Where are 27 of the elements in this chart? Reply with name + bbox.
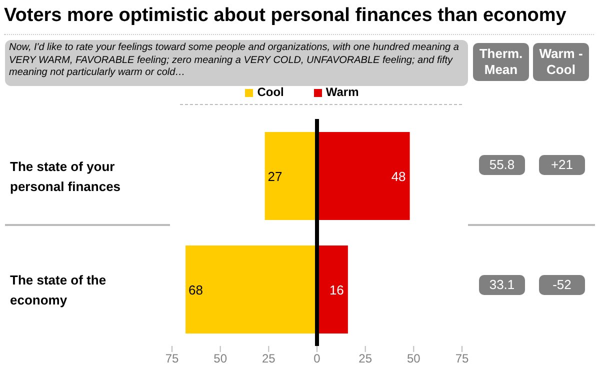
bar: [317, 132, 410, 220]
x-tick-label: 25: [262, 352, 276, 366]
text: 33.1: [479, 275, 525, 295]
text: Warm - Cool: [533, 43, 589, 81]
data-label: 68: [188, 282, 203, 298]
legend-label: Warm: [326, 85, 359, 99]
legend-label: Cool: [257, 85, 284, 99]
text: +21: [539, 155, 585, 175]
text: -52: [539, 275, 585, 295]
data-label: 16: [329, 282, 344, 298]
y-tick-label: The state of your personal finances: [10, 158, 121, 194]
x-tick-label: 50: [406, 352, 421, 366]
x-tick-label: 75: [165, 352, 179, 366]
chart-title: Voters more optimistic about personal finances than economy: [4, 5, 566, 27]
x-tick-label: 75: [455, 352, 469, 366]
x-tick-label: 25: [358, 352, 372, 366]
y-tick-label: The state of the economy: [10, 272, 106, 308]
chart-subtitle: Now, I'd like to rate your feelings toward some people and organizations, with one hundred meaning a VERY WARM, FAVORABLE feeling; zero meaning a VERY COLD, UNFAVORABLE feeling; and fifty meaning not particularly warm or cold…: [5, 40, 468, 86]
x-tick-label: 50: [214, 352, 228, 366]
bar: [264, 132, 317, 220]
bar: [317, 246, 348, 334]
data-label: 27: [268, 169, 282, 184]
text: Therm. Mean: [473, 43, 529, 81]
data-label: 48: [391, 169, 406, 184]
x-tick-label: 0: [314, 352, 321, 366]
text: 55.8: [479, 155, 525, 175]
bar: [186, 246, 317, 334]
